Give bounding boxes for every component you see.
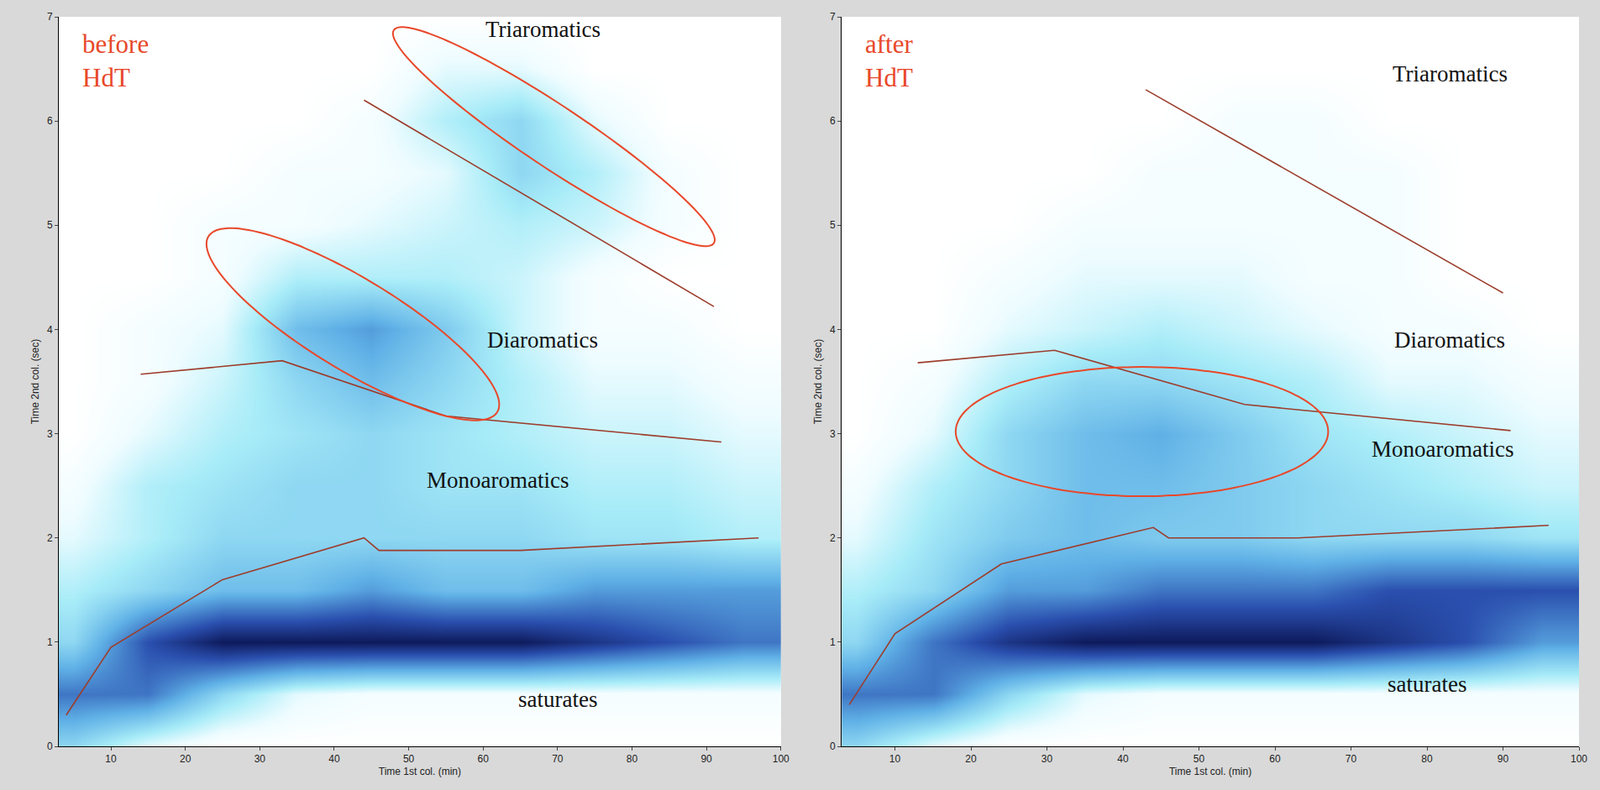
svg-text:80: 80 bbox=[626, 753, 639, 766]
svg-text:40: 40 bbox=[1117, 753, 1129, 766]
svg-text:1: 1 bbox=[47, 636, 53, 649]
svg-text:2: 2 bbox=[47, 532, 53, 545]
svg-text:30: 30 bbox=[254, 753, 267, 766]
svg-text:30: 30 bbox=[1041, 753, 1054, 766]
svg-text:4: 4 bbox=[829, 324, 836, 336]
svg-text:60: 60 bbox=[1269, 753, 1281, 766]
svg-text:saturates: saturates bbox=[518, 687, 598, 713]
svg-text:Triaromatics: Triaromatics bbox=[1392, 61, 1508, 87]
svg-text:50: 50 bbox=[403, 753, 415, 766]
svg-text:70: 70 bbox=[1345, 753, 1358, 766]
svg-text:4: 4 bbox=[47, 324, 53, 336]
svg-text:3: 3 bbox=[829, 428, 836, 441]
svg-text:Triaromatics: Triaromatics bbox=[485, 16, 601, 42]
svg-text:90: 90 bbox=[1497, 753, 1510, 766]
svg-text:Diaromatics: Diaromatics bbox=[487, 327, 599, 353]
svg-text:0: 0 bbox=[829, 740, 836, 753]
svg-text:100: 100 bbox=[772, 753, 790, 766]
svg-text:Monoaromatics: Monoaromatics bbox=[1371, 436, 1514, 462]
svg-text:Time 1st col. (min): Time 1st col. (min) bbox=[1169, 765, 1252, 778]
svg-text:6: 6 bbox=[47, 115, 53, 127]
svg-text:20: 20 bbox=[965, 753, 977, 766]
svg-text:60: 60 bbox=[477, 753, 490, 766]
svg-text:1: 1 bbox=[829, 636, 836, 649]
svg-text:Time 2nd col. (sec): Time 2nd col. (sec) bbox=[812, 339, 824, 425]
svg-text:6: 6 bbox=[829, 115, 836, 127]
svg-text:80: 80 bbox=[1421, 753, 1433, 766]
svg-text:90: 90 bbox=[700, 753, 713, 766]
svg-text:saturates: saturates bbox=[1387, 671, 1467, 698]
svg-text:40: 40 bbox=[328, 753, 341, 766]
svg-text:7: 7 bbox=[47, 10, 53, 23]
svg-text:70: 70 bbox=[551, 753, 564, 766]
svg-text:3: 3 bbox=[47, 428, 53, 441]
svg-text:50: 50 bbox=[1193, 753, 1206, 766]
svg-text:Time 2nd col. (sec): Time 2nd col. (sec) bbox=[29, 339, 42, 425]
svg-text:0: 0 bbox=[47, 740, 53, 753]
svg-text:afterHdT: afterHdT bbox=[865, 29, 913, 93]
svg-text:100: 100 bbox=[1570, 753, 1588, 766]
svg-text:7: 7 bbox=[829, 10, 836, 23]
svg-text:20: 20 bbox=[179, 753, 192, 766]
svg-text:5: 5 bbox=[47, 219, 53, 231]
svg-text:10: 10 bbox=[104, 753, 117, 766]
svg-text:2: 2 bbox=[829, 532, 836, 545]
svg-text:10: 10 bbox=[889, 753, 902, 766]
svg-text:Diaromatics: Diaromatics bbox=[1394, 327, 1506, 353]
svg-text:Monoaromatics: Monoaromatics bbox=[426, 467, 569, 494]
svg-text:Time 1st col. (min): Time 1st col. (min) bbox=[378, 765, 462, 778]
svg-text:beforeHdT: beforeHdT bbox=[82, 29, 149, 93]
svg-text:5: 5 bbox=[829, 219, 836, 231]
